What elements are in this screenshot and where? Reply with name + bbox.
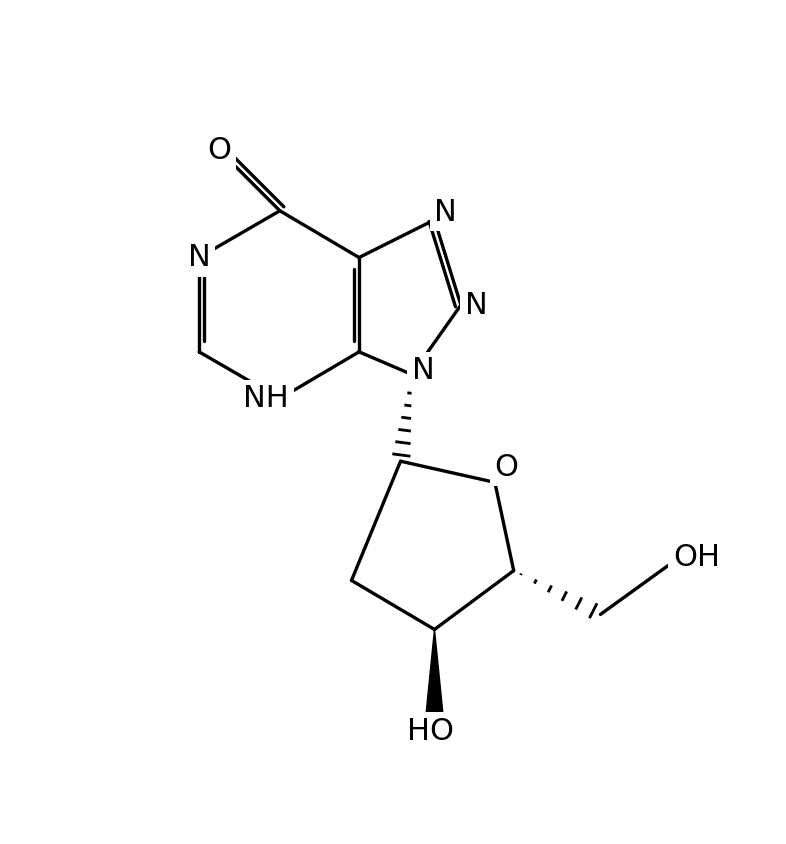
Text: N: N: [435, 197, 457, 227]
Text: OH: OH: [673, 544, 720, 572]
Text: N: N: [188, 243, 211, 272]
Text: N: N: [412, 356, 435, 385]
Text: O: O: [208, 136, 232, 165]
Text: N: N: [465, 290, 487, 320]
Polygon shape: [425, 630, 443, 720]
Text: NH: NH: [244, 384, 289, 413]
Text: HO: HO: [407, 717, 454, 746]
Text: O: O: [494, 452, 518, 482]
